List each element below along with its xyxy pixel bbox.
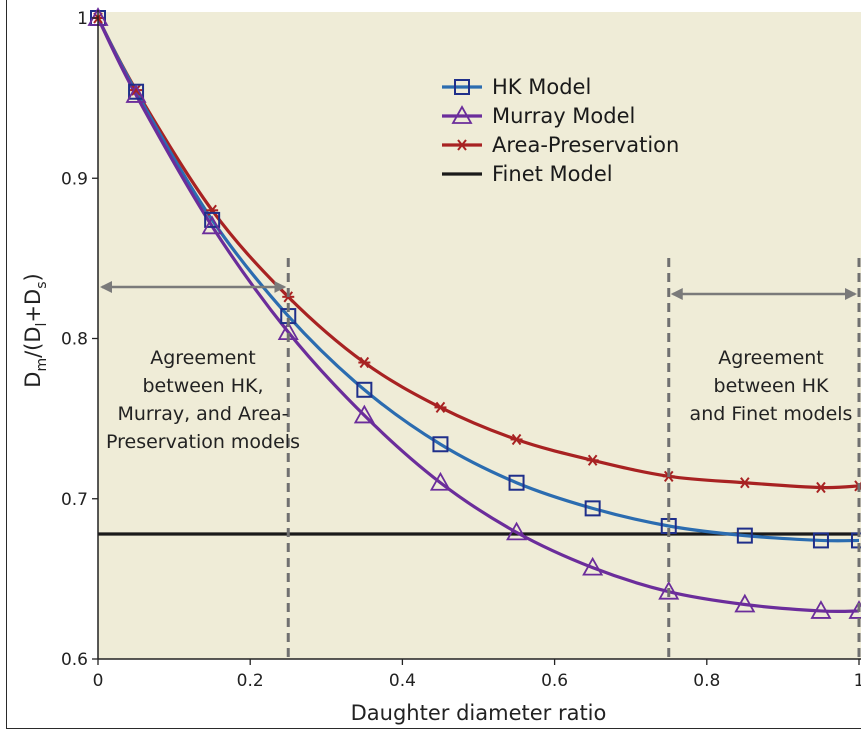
asterisk-stroke [816,481,826,494]
legend-item: Area-Preservation [442,133,679,157]
data-point-murray-model [201,215,223,235]
annotation-line: between HK [714,375,829,397]
data-point-area-preservation [586,454,599,466]
legend-item: Murray Model [442,104,635,128]
asterisk-stroke [457,139,467,151]
x-tick-label: 0 [93,671,104,691]
chart-frame: Agreement between HK, Murray, and Area- Pre… [6,0,861,729]
x-tick-label: 0.8 [693,671,720,691]
data-point-murray-model [848,600,861,619]
y-tick-label: 0.6 [61,650,88,670]
asterisk-stroke [740,477,750,489]
series-line-murray-model [96,17,860,613]
asterisk-stroke [359,356,370,369]
data-point-hk-model [812,532,829,549]
asterisk-stroke [587,454,598,466]
annotation-line: Agreement [150,347,256,369]
data-point-area-preservation [814,481,827,494]
data-point-murray-model [582,556,604,576]
legend-label: Finet Model [492,162,613,186]
data-point-murray-model [658,580,680,600]
legend-label: Area-Preservation [492,133,679,157]
x-axis-title: Daughter diameter ratio [351,701,607,725]
annotation-line: Preservation models [106,431,300,453]
plot-background [98,12,861,659]
data-point-area-preservation [434,401,447,414]
data-point-area-preservation [130,84,143,96]
annotation-line: Agreement [718,347,824,369]
y-tick-label: 1 [77,9,88,29]
legend-marker [451,105,473,124]
annotation-line: Murray, and Area- [117,403,288,425]
data-point-hk-model [508,474,525,491]
data-point-hk-model [356,381,373,398]
data-point-hk-model [584,500,601,517]
data-point-murray-model [506,521,528,541]
data-point-murray-model [810,600,832,619]
data-point-area-preservation [510,433,523,446]
x-tick-label: 0.4 [389,671,416,691]
y-tick-label: 0.7 [61,490,88,510]
legend-label: HK Model [492,75,591,99]
legend-label: Murray Model [492,104,635,128]
y-tick-label: 0.8 [61,330,88,350]
data-point-area-preservation [358,356,371,369]
x-tick-label: 0.2 [237,671,264,691]
data-point-hk-model [204,211,221,228]
asterisk-stroke [131,84,141,96]
data-point-area-preservation [738,477,751,489]
x-tick-label: 1 [854,671,861,691]
legend-marker [456,139,468,151]
series-line-hk-model [96,17,860,543]
asterisk-stroke [511,433,522,446]
y-tick-label: 0.9 [61,169,88,189]
data-point-murray-model [734,593,756,613]
legend-item: Finet Model [442,162,613,186]
data-point-hk-model [736,527,753,544]
annotation-line: and Finet models [690,403,853,425]
data-point-murray-model [353,404,375,424]
asterisk-stroke [435,401,446,414]
data-point-murray-model [125,84,147,103]
legend-item: HK Model [442,75,591,99]
annotation-line: between HK, [143,375,264,397]
line-chart: Agreement between HK, Murray, and Area- Pre… [21,7,861,725]
x-tick-label: 0.6 [541,671,568,691]
legend-marker [454,79,470,95]
y-axis-title: Dm/(Dl+Ds) [21,273,50,387]
data-point-murray-model [429,471,451,491]
data-point-hk-model [432,436,449,453]
